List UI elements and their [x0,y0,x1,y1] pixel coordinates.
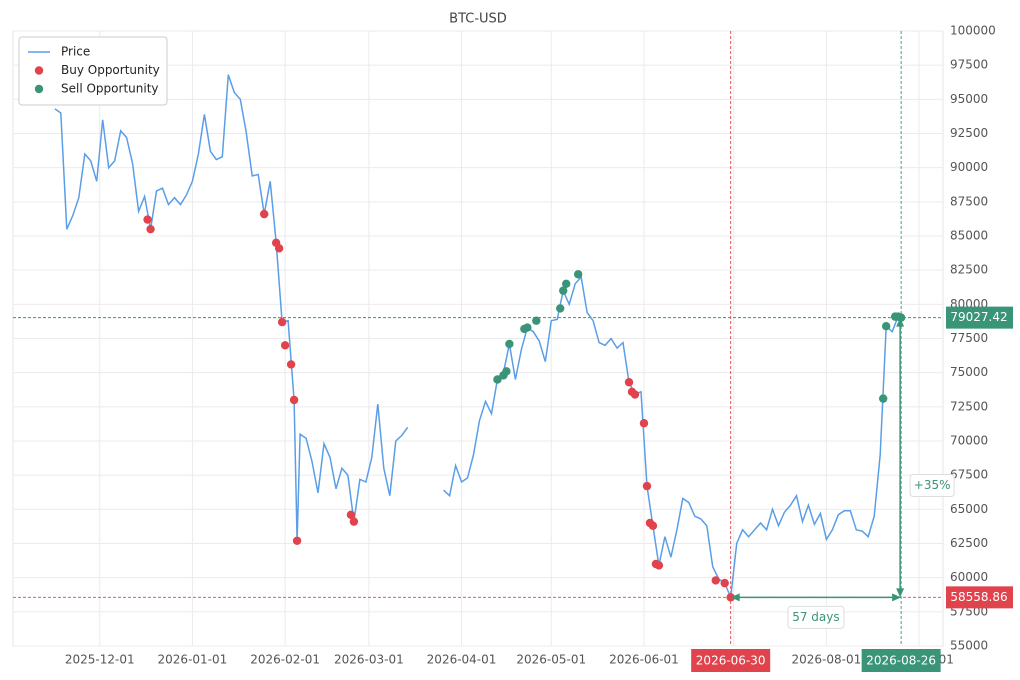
marker [711,576,720,585]
x-tick-label: 2026-01-01 [158,653,228,667]
x-tick-label: 2026-06-01 [609,653,679,667]
marker [639,419,649,428]
y-tick-label: 77500 [950,331,988,345]
marker [143,215,152,224]
x-tick-label: 2026-02-01 [250,653,320,667]
legend-label: Buy Opportunity [61,63,160,77]
marker [274,244,284,253]
y-tick-label: 67500 [950,468,988,482]
legend-box [18,36,168,106]
annotation-box [787,605,845,629]
marker [642,481,652,491]
y-tick-label: 100000 [950,24,996,38]
price-tag [946,586,1013,609]
marker [346,510,356,519]
y-tick-label: 85000 [950,229,988,243]
marker [280,341,290,350]
marker [502,367,511,376]
marker [289,395,299,405]
legend-label: Sell Opportunity [61,82,159,96]
legend-swatch [34,66,44,75]
x-tick-label: 2026-03-01 [334,653,404,667]
marker [881,322,891,331]
x-tick-label: 2026-05-01 [516,653,586,667]
legend-swatch [34,84,44,94]
date-tag [691,649,771,672]
annotation-box [909,473,955,497]
date-tag-label: 2026-06-30 [696,654,766,668]
marker [277,317,287,327]
y-tick-label: 75000 [950,365,988,379]
marker [505,339,514,349]
marker [648,521,658,530]
marker [292,536,302,545]
marker [896,313,906,322]
y-tick-label: 62500 [950,536,988,550]
chart-title: BTC-USD [449,12,507,27]
date-tag [861,649,941,672]
y-tick-label: 60000 [950,570,988,584]
marker [493,375,502,384]
price-line [54,74,902,601]
y-tick-label: 65000 [950,502,988,516]
marker [556,304,565,313]
y-tick-label: 70000 [950,434,988,448]
y-tick-label: 90000 [950,160,988,174]
date-tag-label: 2026-08-26 [866,654,936,668]
marker [720,578,729,588]
x-tick-label: 2026-08-01 [792,653,862,667]
y-tick-label: 55000 [950,639,988,653]
marker [532,316,541,325]
marker [624,378,634,387]
y-tick-label: 72500 [950,399,988,413]
marker [559,286,568,295]
marker [349,517,359,526]
y-tick-label: 97500 [950,58,988,72]
x-tick-label: 2025-12-01 [65,653,135,667]
marker [146,224,155,234]
y-tick-label: 95000 [950,92,988,106]
price-tag-label: 58558.86 [950,590,1007,604]
price-tag-label: 79027.42 [950,310,1007,324]
annotation: +35% [914,478,951,492]
marker [286,360,296,369]
x-tick-label: 2026-04-01 [427,653,497,667]
legend-label: Price [61,45,90,59]
price-tag [946,306,1013,329]
marker [573,270,583,279]
y-tick-label: 87500 [950,194,988,208]
marker [878,394,888,403]
marker [630,390,640,399]
marker [259,209,269,219]
annotation: 57 days [792,610,839,624]
y-tick-label: 92500 [950,126,988,140]
marker [654,561,664,570]
marker [562,279,571,289]
y-tick-label: 82500 [950,263,988,277]
marker [523,323,532,332]
